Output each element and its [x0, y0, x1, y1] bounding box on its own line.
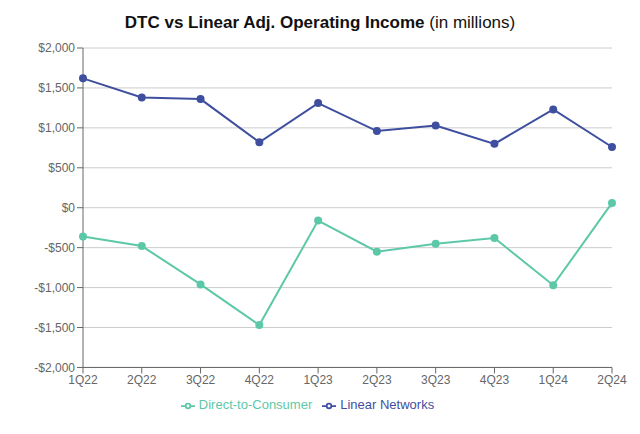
svg-text:2Q24: 2Q24	[597, 373, 627, 387]
svg-text:3Q23: 3Q23	[421, 373, 451, 387]
svg-text:$2,000: $2,000	[38, 41, 75, 55]
html-text:Direct-to-Consumer: Direct-to-Consumer	[198, 397, 313, 413]
svg-text:2Q23: 2Q23	[362, 373, 392, 387]
svg-text:3Q22: 3Q22	[186, 373, 216, 387]
svg-text:$0: $0	[62, 201, 76, 215]
svg-text:1Q23: 1Q23	[303, 373, 333, 387]
svg-text:1Q22: 1Q22	[68, 373, 98, 387]
html-text:Linear Networks: Linear Networks	[340, 397, 435, 413]
html-text:DTC vs Linear Adj. Operating I: DTC vs Linear Adj. Operating Income (in …	[124, 13, 516, 32]
svg-text:4Q23: 4Q23	[480, 373, 510, 387]
svg-text:$1,500: $1,500	[38, 81, 75, 95]
svg-text:1Q24: 1Q24	[539, 373, 569, 387]
svg-text:4Q22: 4Q22	[245, 373, 275, 387]
svg-text:-$500: -$500	[44, 241, 75, 255]
svg-text:$500: $500	[48, 161, 75, 175]
svg-text:$1,000: $1,000	[38, 121, 75, 135]
svg-text:2Q22: 2Q22	[127, 373, 157, 387]
svg-text:-$1,000: -$1,000	[34, 281, 75, 295]
svg-text:-$1,500: -$1,500	[34, 321, 75, 335]
svg-text:-$2,000: -$2,000	[34, 361, 75, 375]
